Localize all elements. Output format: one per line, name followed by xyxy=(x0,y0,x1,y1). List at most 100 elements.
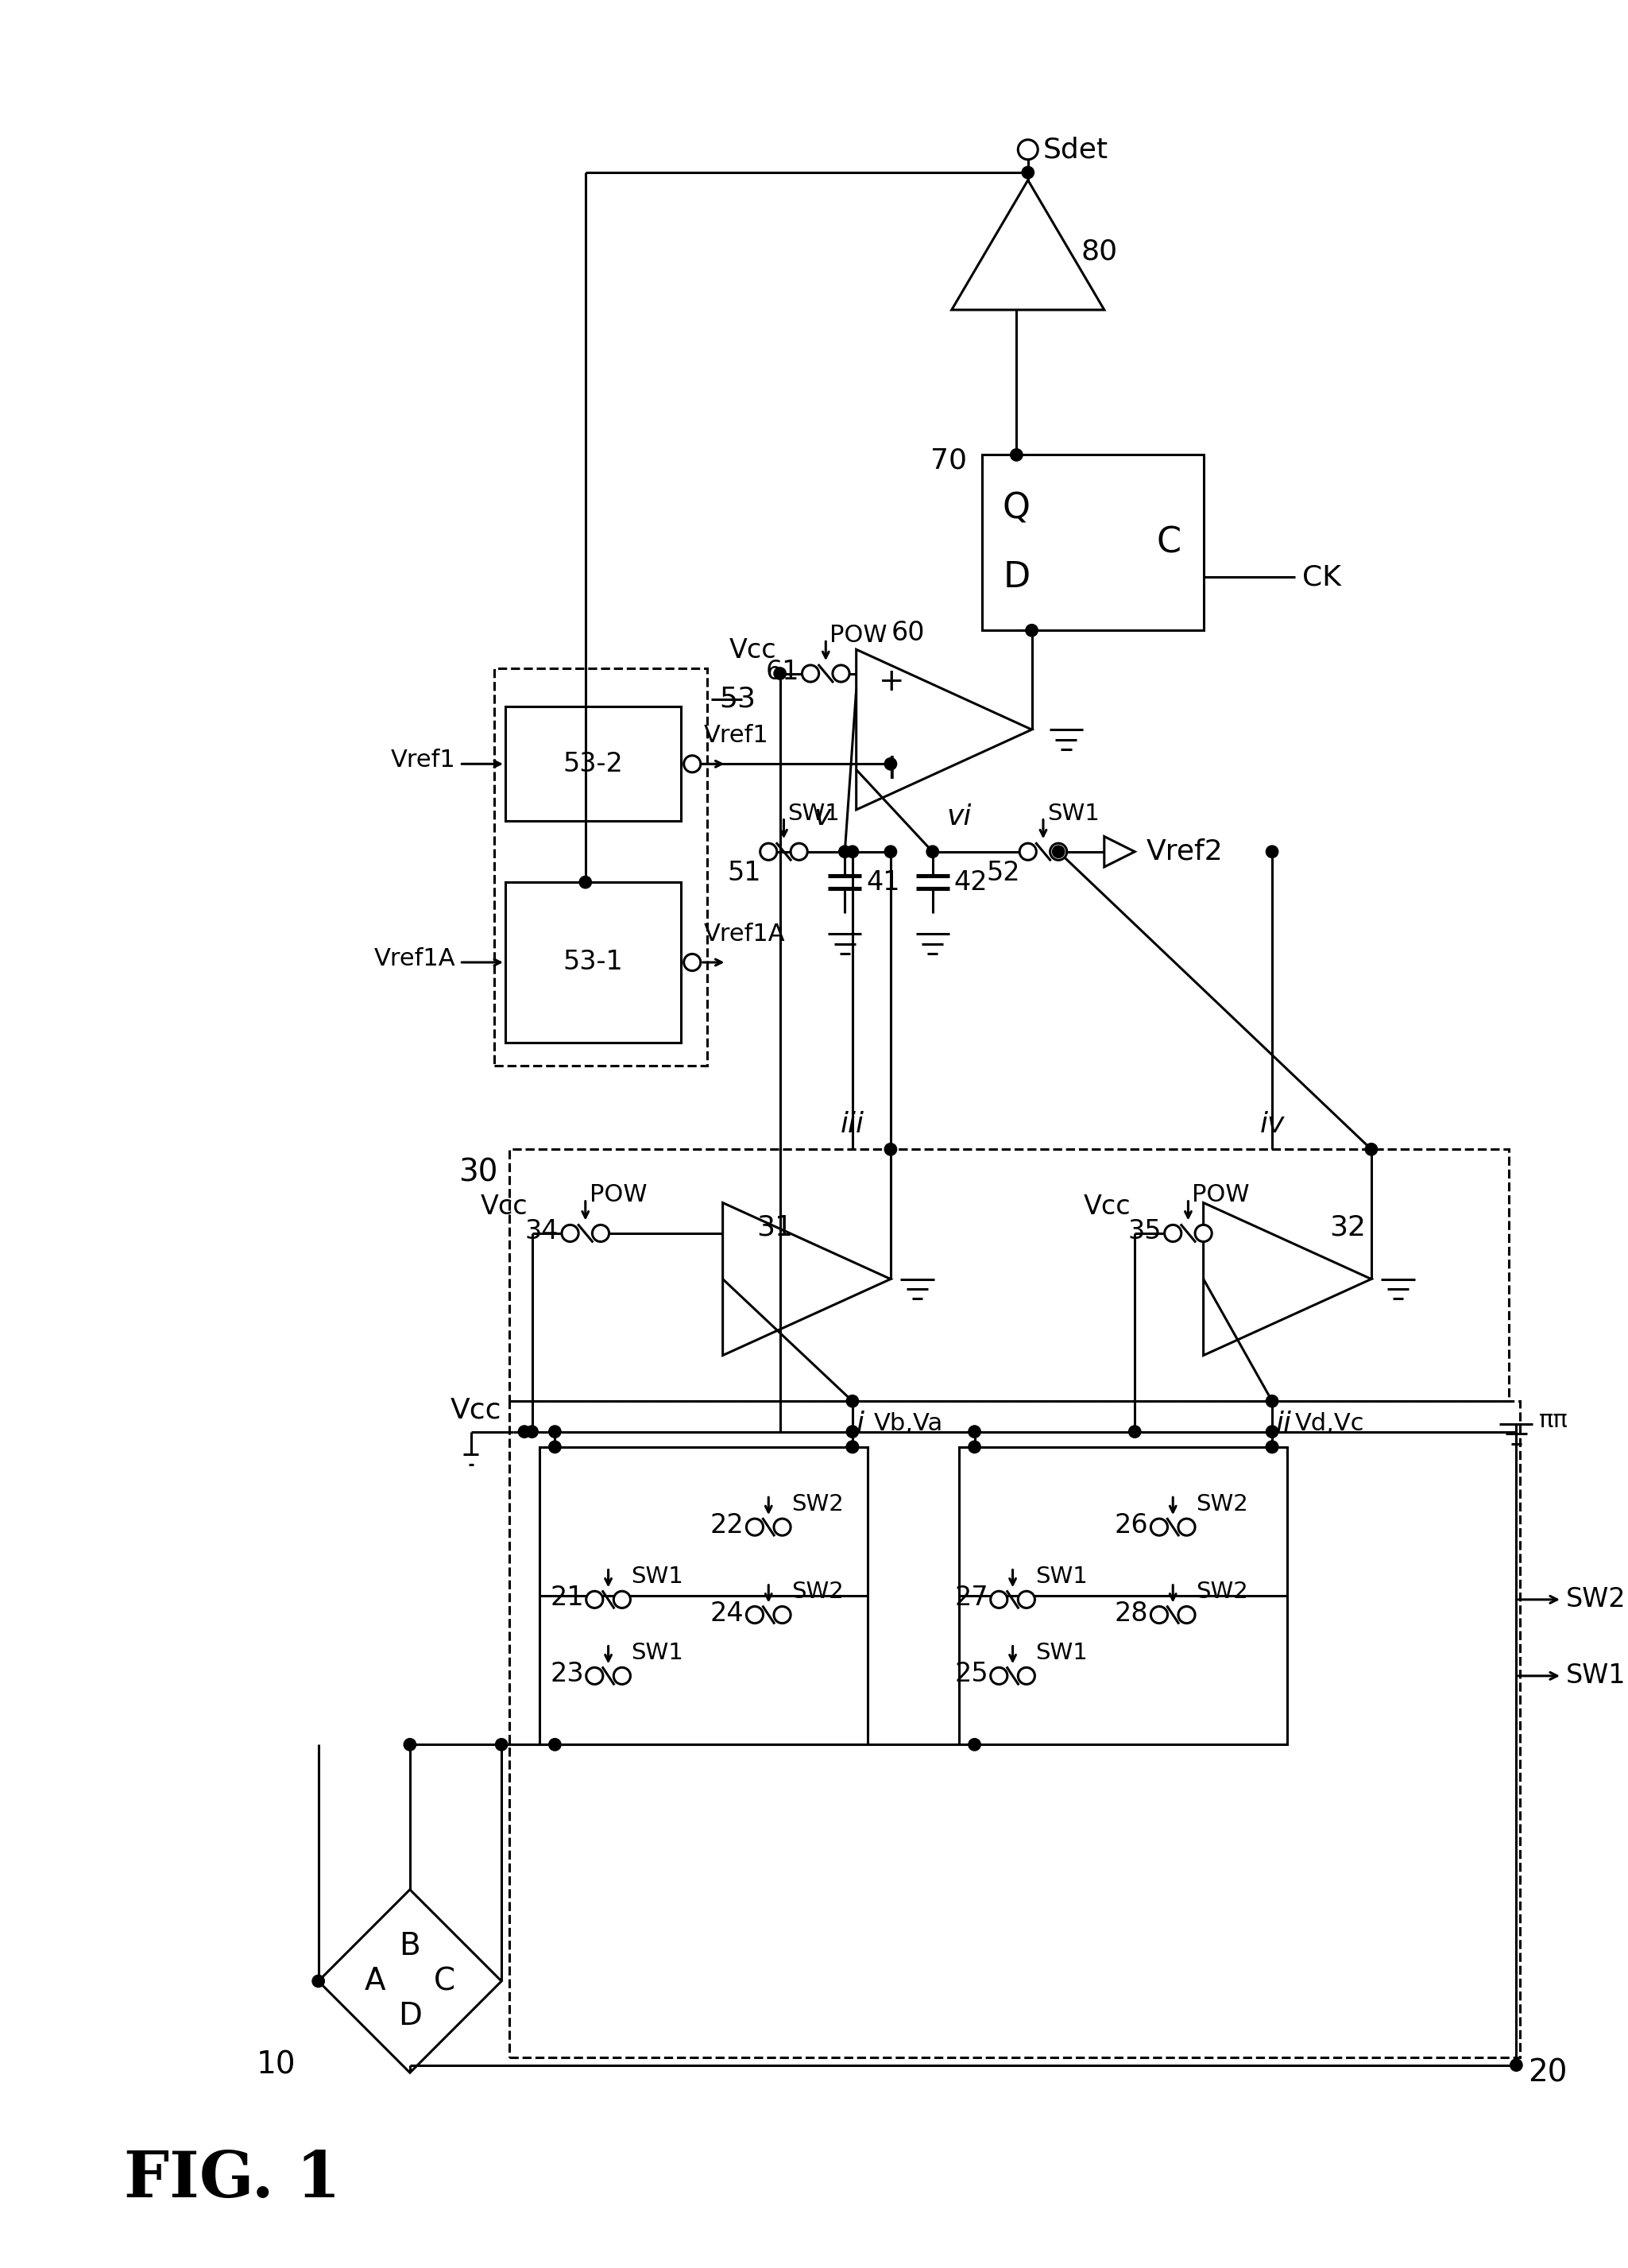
Text: 24: 24 xyxy=(710,1601,744,1626)
Text: SW1: SW1 xyxy=(1035,1565,1088,1588)
Circle shape xyxy=(1267,1440,1278,1454)
Text: A: A xyxy=(365,1966,386,1996)
Circle shape xyxy=(1151,1520,1167,1535)
Text: 23: 23 xyxy=(550,1660,584,1687)
Text: SW2: SW2 xyxy=(791,1492,843,1515)
Text: 30: 30 xyxy=(459,1157,498,1188)
Circle shape xyxy=(746,1520,764,1535)
Bar xyxy=(959,1447,1288,1744)
Circle shape xyxy=(1026,624,1039,637)
Circle shape xyxy=(1366,1143,1377,1154)
Text: SW1: SW1 xyxy=(1035,1642,1088,1665)
Text: ii: ii xyxy=(1276,1411,1291,1438)
Text: 34: 34 xyxy=(524,1218,558,1245)
Text: 60: 60 xyxy=(892,619,925,646)
Circle shape xyxy=(586,1667,602,1685)
Bar xyxy=(505,882,681,1043)
Circle shape xyxy=(884,846,897,857)
Text: 26: 26 xyxy=(1115,1513,1148,1538)
Text: SW1: SW1 xyxy=(1047,803,1099,826)
Bar xyxy=(539,1447,868,1744)
Text: 51: 51 xyxy=(728,860,760,887)
Circle shape xyxy=(1164,1225,1182,1241)
Circle shape xyxy=(1511,2059,1522,2071)
Text: 31: 31 xyxy=(757,1213,793,1241)
Circle shape xyxy=(614,1667,630,1685)
Circle shape xyxy=(549,1427,562,1438)
Circle shape xyxy=(969,1440,980,1454)
Circle shape xyxy=(884,758,897,771)
Text: Vcc: Vcc xyxy=(480,1193,527,1220)
Circle shape xyxy=(1018,1592,1035,1608)
Bar xyxy=(493,669,708,1066)
Circle shape xyxy=(884,1143,897,1154)
Text: Vcc: Vcc xyxy=(729,637,777,665)
Text: C: C xyxy=(1158,526,1182,560)
Circle shape xyxy=(847,1440,858,1454)
Text: POW: POW xyxy=(589,1184,646,1207)
Text: Vref1A: Vref1A xyxy=(374,948,456,971)
Text: Vref2: Vref2 xyxy=(1146,839,1223,864)
Circle shape xyxy=(1195,1225,1211,1241)
Text: SW2: SW2 xyxy=(1566,1585,1626,1613)
Circle shape xyxy=(990,1592,1008,1608)
Circle shape xyxy=(1018,141,1039,159)
Circle shape xyxy=(847,1440,858,1454)
Circle shape xyxy=(926,846,939,857)
Circle shape xyxy=(969,1427,980,1438)
Text: i: i xyxy=(856,1411,864,1438)
Circle shape xyxy=(586,1592,602,1608)
Text: D: D xyxy=(1003,560,1031,594)
Circle shape xyxy=(838,846,851,857)
Text: 61: 61 xyxy=(765,660,799,685)
Circle shape xyxy=(847,1427,858,1438)
Circle shape xyxy=(969,1740,980,1751)
Text: 80: 80 xyxy=(1081,238,1118,265)
Circle shape xyxy=(803,665,819,683)
Circle shape xyxy=(313,1975,324,1987)
Circle shape xyxy=(526,1427,539,1438)
Circle shape xyxy=(1128,1427,1141,1438)
Text: 70: 70 xyxy=(930,447,967,474)
Text: 28: 28 xyxy=(1115,1601,1148,1626)
Text: 53-1: 53-1 xyxy=(563,950,624,975)
Circle shape xyxy=(1050,844,1066,860)
Text: ππ: ππ xyxy=(1538,1408,1568,1431)
Text: SW2: SW2 xyxy=(1197,1581,1249,1603)
Text: SW1: SW1 xyxy=(632,1642,684,1665)
Text: SW2: SW2 xyxy=(791,1581,843,1603)
Circle shape xyxy=(1267,846,1278,857)
Text: Vcc: Vcc xyxy=(451,1397,501,1424)
Bar xyxy=(982,456,1203,631)
Text: v: v xyxy=(814,803,830,830)
Text: Vcc: Vcc xyxy=(1084,1193,1131,1220)
Text: 42: 42 xyxy=(954,869,988,896)
Text: POW: POW xyxy=(1192,1184,1250,1207)
Circle shape xyxy=(1267,1427,1278,1438)
Circle shape xyxy=(1022,166,1034,179)
Text: 10: 10 xyxy=(256,2050,295,2080)
Text: B: B xyxy=(399,1932,420,1962)
Text: 25: 25 xyxy=(954,1660,988,1687)
Text: 35: 35 xyxy=(1128,1218,1161,1245)
Circle shape xyxy=(1179,1606,1195,1624)
Bar xyxy=(510,1402,1521,2057)
Text: I: I xyxy=(887,755,895,785)
Text: Vref1: Vref1 xyxy=(391,748,456,771)
Circle shape xyxy=(518,1427,531,1438)
Text: Vd,Vc: Vd,Vc xyxy=(1294,1413,1364,1436)
Text: iv: iv xyxy=(1260,1111,1284,1139)
Text: 21: 21 xyxy=(550,1585,584,1610)
Text: 27: 27 xyxy=(954,1585,988,1610)
Circle shape xyxy=(1052,846,1065,857)
Circle shape xyxy=(404,1740,417,1751)
Circle shape xyxy=(684,755,700,773)
Text: iii: iii xyxy=(840,1111,864,1139)
Circle shape xyxy=(614,1592,630,1608)
Text: SW1: SW1 xyxy=(632,1565,684,1588)
Circle shape xyxy=(549,1440,562,1454)
Text: 20: 20 xyxy=(1527,2057,1568,2089)
Text: Sdet: Sdet xyxy=(1044,136,1109,163)
Circle shape xyxy=(832,665,850,683)
Circle shape xyxy=(1011,449,1022,460)
